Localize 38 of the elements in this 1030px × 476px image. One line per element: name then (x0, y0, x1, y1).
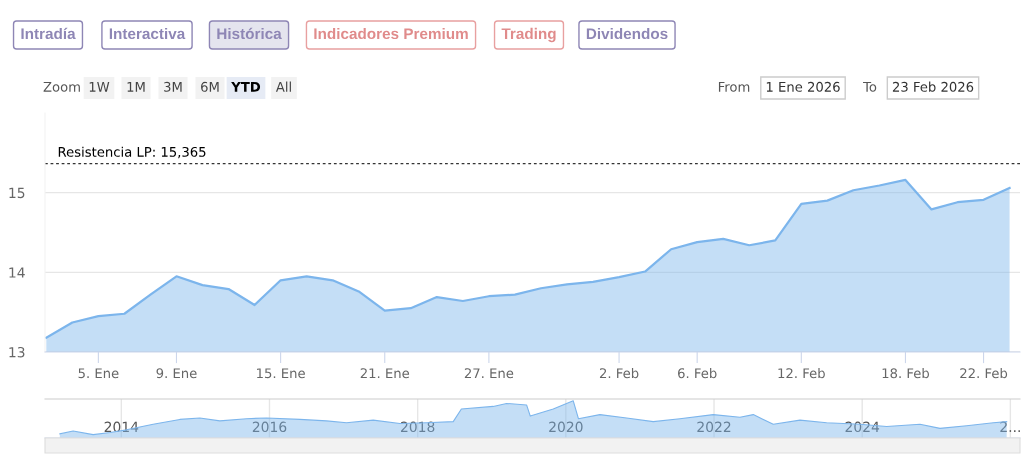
text: From (718, 82, 750, 92)
text: Trading (501, 27, 556, 43)
x-tick-label: 2018 (401, 421, 435, 433)
text: Interactiva (109, 27, 186, 40)
x-tick-label: 27. Ene (464, 368, 514, 379)
text: 1M (127, 82, 145, 92)
y-tick-label: 13 (9, 346, 25, 358)
x-tick-label: 2020 (549, 421, 583, 433)
text: Zoom (43, 82, 80, 92)
text: Histórica (217, 27, 282, 40)
text: Dividendos (586, 27, 668, 40)
text: 3M (164, 81, 182, 92)
x-tick-label: 5. Ene (78, 368, 119, 379)
text: Intradía (21, 27, 76, 40)
x-tick-label: 6. Feb (678, 367, 717, 379)
x-tick-label: 2... (1000, 421, 1020, 432)
x-tick-label: 18. Feb (882, 367, 929, 379)
x-tick-label: 2. Feb (599, 367, 639, 379)
text: 1 Ene 2026 (766, 81, 840, 92)
text: YTD (231, 82, 261, 92)
x-tick-label: 21. Ene (360, 368, 410, 379)
text: 1W (89, 82, 110, 92)
text: Indicadores Premium (314, 27, 468, 40)
y-tick-label: 14 (9, 267, 25, 278)
ref-line-label: Resistencia LP: 15,365 (58, 146, 206, 159)
x-tick-label: 2022 (697, 421, 731, 433)
x-tick-label: 15. Ene (257, 368, 305, 379)
text: All (275, 81, 291, 92)
text: 23 Feb 2026 (892, 81, 974, 92)
x-tick-label: 9. Ene (156, 368, 197, 379)
x-tick-label: 2024 (845, 421, 880, 433)
x-tick-label: 2014 (104, 421, 139, 433)
x-tick-label: 12. Feb (778, 367, 825, 379)
text: To (863, 82, 877, 92)
text: 6M (201, 81, 219, 92)
x-tick-label: 22. Feb (960, 367, 1008, 379)
x-tick-label: 2016 (252, 421, 287, 433)
y-tick-label: 15 (9, 187, 25, 199)
